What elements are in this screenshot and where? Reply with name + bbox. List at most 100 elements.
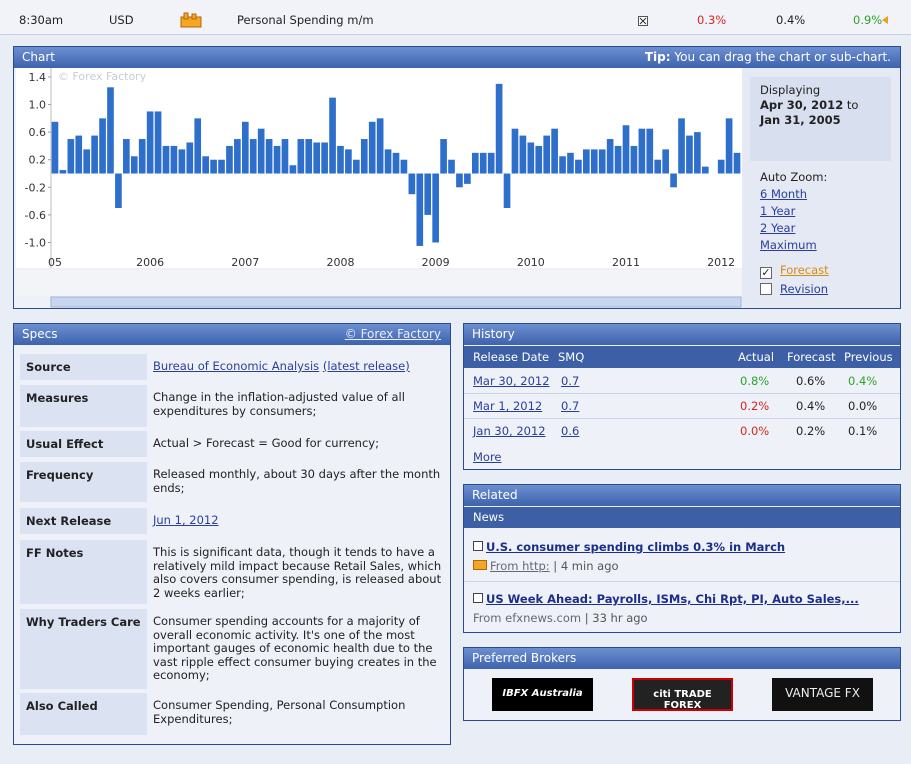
bar	[210, 159, 217, 174]
forecast: 0.4%	[776, 13, 806, 27]
bar	[487, 152, 495, 174]
detail-icon[interactable]	[638, 16, 648, 26]
bar	[75, 135, 83, 174]
news-tab[interactable]: News	[464, 507, 900, 528]
brokers-panel: Preferred Brokers IBFX Australia citi TR…	[463, 647, 901, 721]
bar	[123, 139, 130, 174]
source-link[interactable]: Bureau of Economic Analysis	[153, 359, 320, 373]
bar	[392, 152, 400, 174]
bar	[162, 145, 170, 174]
more-link[interactable]: More	[473, 450, 502, 464]
specs-link[interactable]: © Forex Factory	[344, 327, 441, 341]
auto-zoom-label: Auto Zoom:	[760, 170, 828, 184]
broker-logo[interactable]: IBFX Australia	[492, 678, 593, 711]
spec-label: Usual Effect	[20, 431, 147, 457]
y-tick-label: -0.6	[25, 209, 46, 222]
bar	[448, 159, 455, 174]
bar	[456, 173, 463, 188]
time: 8:30am	[19, 13, 64, 27]
impact-icon	[180, 12, 202, 28]
x-tick-label: 2009	[422, 256, 450, 269]
spec-value: Actual > Forecast = Good for currency;	[153, 436, 379, 450]
specs-panel: Specs © Forex Factory Source Bureau of E…	[13, 323, 451, 745]
bar	[194, 118, 202, 174]
zoom-option[interactable]: 6 Month	[760, 187, 808, 201]
bar	[249, 139, 257, 174]
broker-logo[interactable]: VANTAGE FX	[772, 678, 873, 711]
bar	[519, 135, 527, 174]
bar	[265, 139, 273, 174]
x-tick-label: 2008	[326, 256, 354, 269]
news-title[interactable]: U.S. consumer spending climbs 0.3% in Ma…	[486, 540, 786, 554]
spec-value: Released monthly, about 30 days after th…	[153, 467, 441, 495]
bar	[99, 118, 106, 174]
previous: 0.1%	[848, 424, 878, 438]
bar	[226, 145, 233, 174]
bar	[416, 173, 424, 246]
side-panel: Displaying Apr 30, 2012 to Jan 31, 2005 …	[742, 68, 900, 308]
bar	[471, 152, 479, 174]
tip-label: Tip:	[644, 50, 671, 64]
smq[interactable]: 0.7	[561, 374, 580, 388]
bar	[670, 173, 677, 188]
spec-value: Consumer spending accounts for a majorit…	[153, 614, 437, 682]
bar	[503, 173, 511, 208]
bar	[701, 166, 709, 174]
bar	[368, 121, 376, 174]
bar	[321, 142, 328, 174]
specs-title: Specs	[22, 327, 58, 341]
next-release-link[interactable]: Jun 1, 2012	[153, 513, 219, 527]
bar	[495, 83, 503, 174]
bar	[535, 145, 543, 174]
y-tick-label: -1.0	[25, 236, 46, 249]
forecast: 0.2%	[796, 424, 826, 438]
specs-header: Specs © Forex Factory	[14, 324, 450, 345]
news-source[interactable]: From efxnews.com	[473, 611, 582, 625]
bar	[337, 145, 344, 174]
checkbox-label[interactable]: Revision	[780, 282, 829, 296]
smq[interactable]: 0.7	[561, 399, 580, 413]
col-header: SMQ	[558, 350, 585, 364]
bar	[424, 173, 432, 215]
news-title[interactable]: US Week Ahead: Payrolls, ISMs, Chi Rpt, …	[486, 592, 859, 606]
bar	[606, 139, 614, 174]
release-date[interactable]: Mar 1, 2012	[473, 399, 543, 413]
latest-release-link[interactable]: (latest release)	[322, 359, 410, 373]
related-header: Related	[464, 485, 900, 506]
smq[interactable]: 0.6	[561, 424, 580, 438]
bar	[241, 121, 249, 174]
revision-arrow	[882, 16, 888, 24]
zoom-option[interactable]: 2 Year	[760, 221, 796, 235]
bar	[353, 159, 360, 174]
col-header: Actual	[738, 350, 775, 364]
chart[interactable]: © Forex Factory 1.4 1.0 0.6 0.2 -0.2 -0.6 -1.00…	[16, 68, 742, 308]
zoom-option[interactable]: 1 Year	[760, 204, 796, 218]
spec-label: Next Release	[20, 508, 147, 534]
zoom-option[interactable]: Maximum	[760, 238, 817, 252]
bar	[598, 149, 606, 174]
release-date[interactable]: Jan 30, 2012	[473, 424, 546, 438]
chart-header: Chart Tip: You can drag the chart or sub…	[14, 47, 900, 68]
checkbox-label[interactable]: Forecast	[780, 263, 829, 277]
bar	[289, 165, 297, 174]
bar	[170, 145, 178, 174]
checkbox[interactable]: Revision	[760, 282, 828, 296]
checkbox[interactable]: ✓ Forecast	[760, 263, 829, 279]
event[interactable]: Personal Spending m/m	[237, 13, 374, 27]
bar	[273, 145, 281, 174]
bar	[186, 142, 194, 174]
bar	[234, 139, 241, 174]
bar	[305, 139, 313, 174]
release-date[interactable]: Mar 30, 2012	[473, 374, 550, 388]
brokers-header: Preferred Brokers	[464, 648, 900, 669]
broker-logo[interactable]: citi TRADE FOREX	[632, 678, 733, 711]
tip: You can drag the chart or sub-chart.	[674, 50, 891, 64]
bar	[464, 173, 471, 184]
actual: 0.2%	[740, 399, 770, 413]
news-source[interactable]: From http:	[490, 559, 550, 573]
bar	[408, 173, 416, 195]
actual: 0.8%	[740, 374, 770, 388]
spec-label: Frequency	[20, 462, 147, 502]
bar	[733, 152, 741, 174]
y-tick-label: 1.0	[29, 99, 47, 112]
